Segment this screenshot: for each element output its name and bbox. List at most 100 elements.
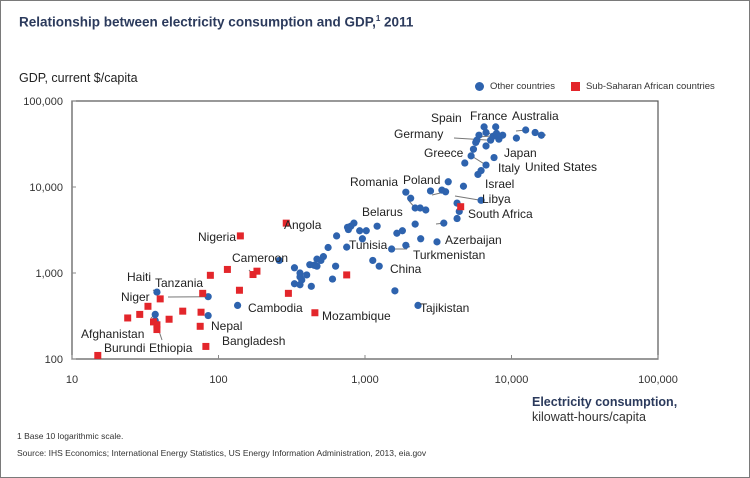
data-point-other-country (290, 264, 299, 272)
data-point-other-country (440, 219, 448, 227)
data-point-other-country (310, 261, 318, 269)
data-point-ssa-country (284, 289, 292, 297)
data-point-other-country (358, 235, 367, 243)
country-label: Tunisia (349, 238, 388, 252)
data-point-other-country (362, 227, 370, 235)
data-point-ssa-country (282, 219, 290, 227)
data-point-other-country (153, 288, 161, 296)
x-axis-label-title: Electricity consumption, (532, 395, 678, 409)
data-point-other-country (402, 188, 410, 196)
data-point-ssa-country (249, 271, 257, 279)
data-point-ssa-country (235, 286, 243, 294)
data-point-other-country (369, 256, 377, 265)
data-point-other-country (343, 243, 351, 251)
y-tick-label: 100 (45, 354, 63, 366)
data-point-ssa-country (202, 342, 210, 350)
data-point-other-country (480, 123, 488, 131)
title-footnote-marker: 1 (375, 14, 381, 23)
country-label: France (470, 109, 508, 123)
x-axis-label-unit: kilowatt-hours/capita (532, 410, 646, 424)
data-point-other-country (416, 204, 424, 212)
data-point-other-country (537, 131, 546, 139)
country-label: Niger (121, 290, 150, 304)
data-point-ssa-country (196, 322, 204, 330)
country-label: Afghanistan (81, 327, 144, 341)
data-point-other-country (388, 245, 396, 253)
data-point-other-country (522, 126, 530, 134)
data-point-ssa-country (124, 314, 132, 322)
data-point-other-country (494, 133, 502, 141)
country-label: Nepal (211, 319, 242, 333)
country-label: Bangladesh (222, 334, 285, 348)
data-point-other-country (151, 310, 159, 319)
data-point-other-country (204, 311, 212, 320)
data-point-other-country (490, 153, 498, 162)
data-point-ssa-country (144, 302, 152, 310)
y-tick-label: 1,000 (35, 268, 63, 280)
data-point-other-country (469, 145, 478, 153)
data-point-ssa-country (153, 321, 161, 329)
y-tick-label: 10,000 (29, 182, 63, 194)
data-point-other-country (296, 281, 304, 289)
data-point-other-country (512, 134, 520, 142)
country-label: Ethiopia (149, 341, 193, 355)
y-tick-label: 100,000 (23, 96, 63, 108)
data-point-other-country (492, 123, 500, 131)
country-label: Germany (394, 127, 443, 141)
data-point-other-country (426, 187, 435, 195)
data-point-other-country (402, 241, 410, 249)
data-point-other-country (422, 206, 430, 214)
data-point-other-country (307, 282, 315, 290)
data-point-other-country (303, 271, 311, 279)
country-label: Israel (485, 177, 514, 191)
data-point-ssa-country (236, 232, 244, 240)
country-label: Burundi (104, 341, 145, 355)
legend-circle-marker-icon (475, 82, 484, 91)
data-point-ssa-country (197, 308, 205, 316)
data-point-other-country (411, 204, 419, 212)
data-point-other-country (375, 262, 383, 270)
data-point-other-country (319, 253, 327, 261)
data-point-other-country (356, 227, 364, 235)
x-tick-label: 100,000 (638, 374, 678, 386)
data-point-ssa-country (153, 326, 161, 334)
data-point-other-country (343, 223, 352, 231)
legend-square-marker-icon (570, 82, 580, 91)
data-point-ssa-country (343, 271, 351, 279)
country-label: Tanzania (155, 276, 203, 290)
x-axis-label: Electricity consumption, kilowatt-hours/… (532, 395, 677, 425)
country-label: Belarus (362, 205, 403, 219)
data-point-other-country (461, 159, 469, 167)
data-point-other-country (442, 188, 450, 196)
data-point-other-country (482, 161, 490, 169)
data-point-ssa-country (253, 267, 261, 275)
data-point-other-country (391, 287, 399, 295)
country-label: Tajikistan (420, 301, 469, 315)
data-point-ssa-country (457, 203, 465, 211)
footnote-source: Source: IHS Economics; International Ene… (17, 448, 427, 458)
country-label: Cambodia (248, 301, 303, 315)
country-label: Turkmenistan (413, 248, 485, 262)
x-tick-label: 10 (66, 374, 78, 386)
data-point-ssa-country (136, 310, 144, 318)
data-point-ssa-country (223, 265, 231, 273)
legend-label-other: Other countries (490, 81, 555, 92)
x-tick-label: 1,000 (351, 374, 379, 386)
data-point-ssa-country (199, 289, 207, 297)
chart-title-year: 2011 (384, 14, 414, 30)
country-label: China (390, 262, 422, 276)
data-point-ssa-country (94, 351, 102, 359)
data-point-other-country (473, 136, 481, 144)
data-point-other-country (233, 301, 242, 310)
data-point-other-country (333, 232, 341, 240)
data-point-other-country (531, 128, 539, 137)
data-point-ssa-country (311, 309, 319, 317)
data-point-other-country (453, 214, 461, 223)
country-label: Haiti (127, 270, 151, 284)
chart-title: Relationship between electricity consump… (19, 14, 413, 30)
data-point-other-country (290, 280, 299, 288)
footnote-scale: 1 Base 10 logarithmic scale. (17, 431, 124, 441)
x-tick-label: 10,000 (495, 374, 529, 386)
data-point-other-country (328, 275, 337, 283)
annotation-leader-line (453, 137, 491, 141)
